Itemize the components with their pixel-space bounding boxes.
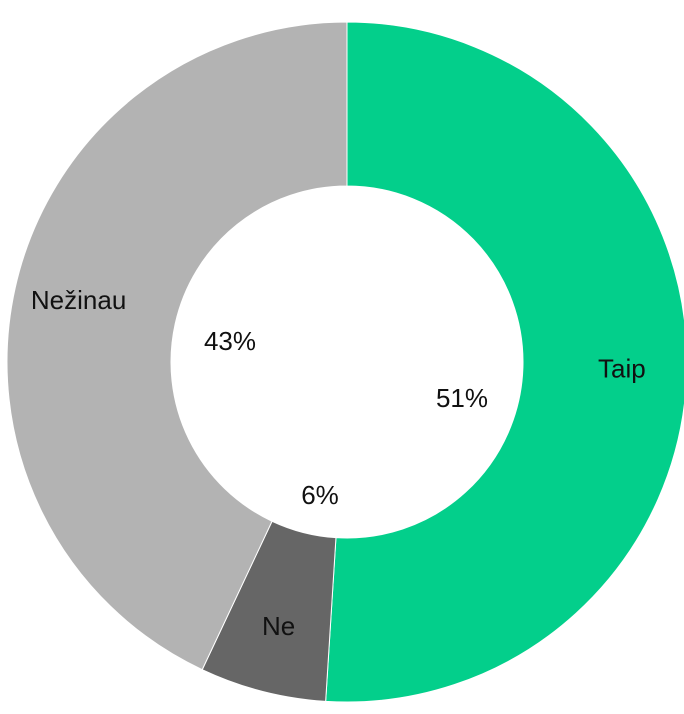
donut-slice — [6, 21, 348, 671]
value-label: 43% — [204, 326, 256, 356]
category-label: Taip — [598, 354, 646, 384]
donut-slice — [325, 21, 684, 703]
category-label: Ne — [262, 611, 295, 641]
value-label: 51% — [436, 383, 488, 413]
value-label: 6% — [301, 480, 339, 510]
category-label: Nežinau — [31, 285, 126, 315]
